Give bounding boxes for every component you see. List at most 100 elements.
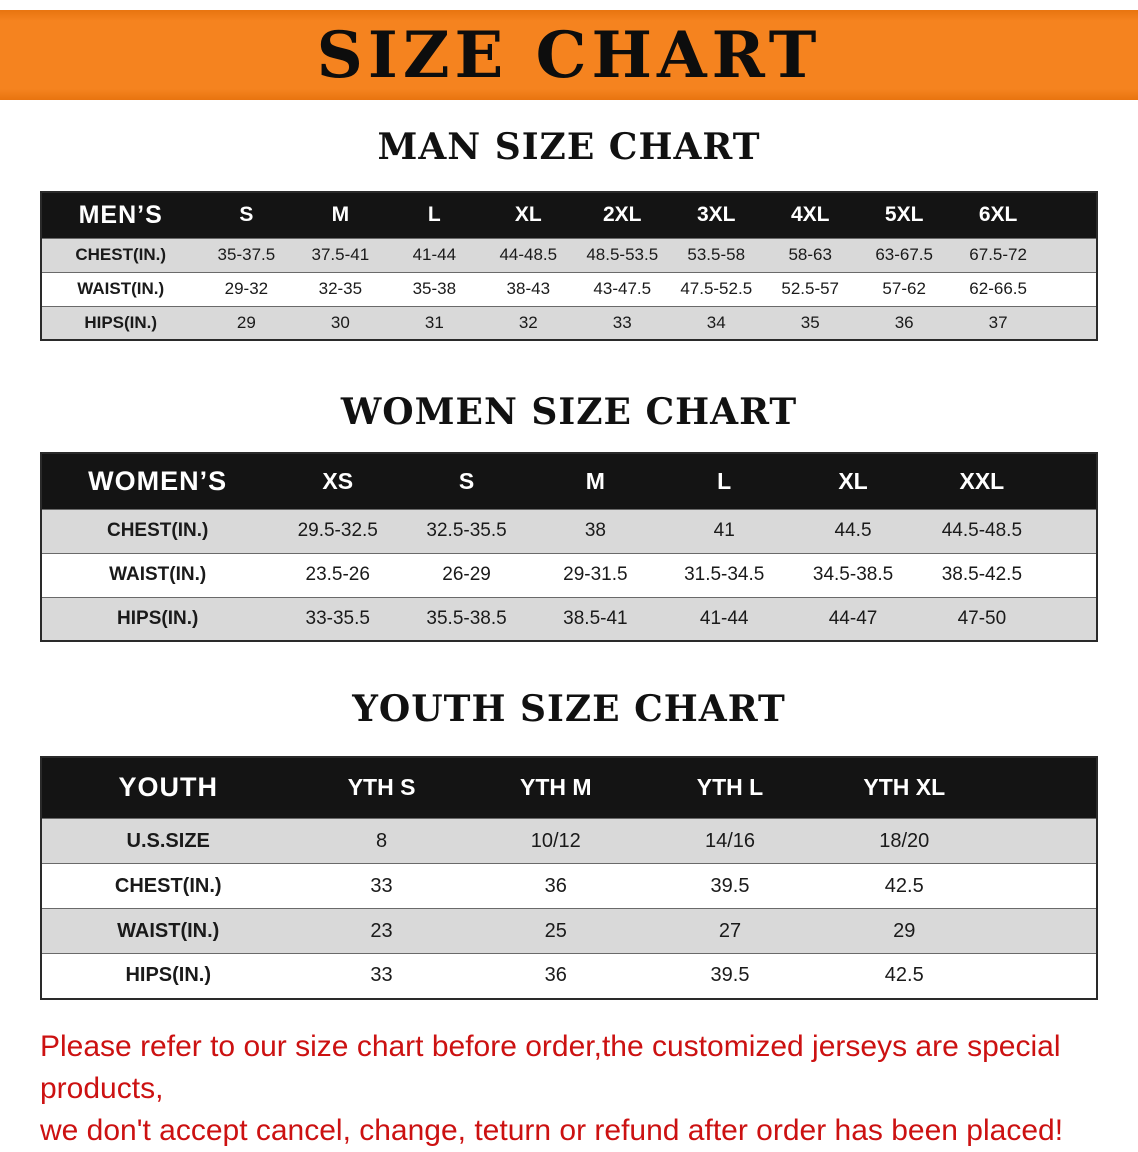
value-cell: 41-44	[699, 608, 749, 630]
value-cell: 39.5	[710, 964, 750, 987]
pad-cell	[1045, 238, 1097, 272]
size-header-cell: XS	[273, 453, 403, 510]
value-cell: 44-47	[828, 608, 878, 630]
measurement-row: CHEST(IN.) 33 36 39.5 42.5	[41, 863, 1097, 909]
youth-section: YOUTH SIZE CHART YOUTH YTH S YTH M YTH L YTH…	[0, 688, 1138, 1000]
value-cell: 38-43	[506, 279, 551, 299]
value-cell: 63-67.5	[875, 245, 933, 265]
row-label-cell: U.S.SIZE	[126, 829, 210, 852]
row-label-cell: WAIST(IN.)	[77, 279, 165, 299]
pad-cell	[991, 954, 1097, 999]
value-cell: 31.5-34.5	[684, 564, 765, 586]
value-cell: 37	[988, 312, 1008, 332]
value-cell: 25	[544, 919, 567, 942]
banner: SIZE CHART	[0, 10, 1138, 100]
value-cell: 32.5-35.5	[426, 520, 507, 542]
row-label-cell: HIPS(IN.)	[117, 608, 199, 630]
table-header-row: MEN’S S M L XL 2XL 3XL 4XL 5XL 6XL	[41, 192, 1097, 239]
value-cell: 23	[370, 919, 393, 942]
value-cell: 33-35.5	[305, 608, 370, 630]
pad-cell	[991, 909, 1097, 954]
value-cell: 44.5	[834, 520, 872, 542]
size-header-cell: M	[530, 453, 660, 510]
size-header-cell: YTH XL	[817, 756, 992, 819]
value-cell: 67.5-72	[969, 245, 1027, 265]
youth-table-wrap: YOUTH YTH S YTH M YTH L YTH XL U.S.SIZE 8 10/12…	[0, 755, 1138, 1000]
value-cell: 29-31.5	[563, 564, 628, 586]
value-cell: 39.5	[710, 874, 750, 897]
men-section: MAN SIZE CHART MEN’S S M L XL 2XL 3XL 4XL 5XL 6XL…	[0, 126, 1138, 342]
men-table-wrap: MEN’S S M L XL 2XL 3XL 4XL 5XL 6XL CHEST(IN.) 35-37…	[0, 191, 1138, 342]
measurement-row: WAIST(IN.) 29-32 32-35 35-38 38-43 43-47.5 47.…	[41, 272, 1097, 307]
value-cell: 18/20	[879, 829, 930, 852]
size-header-cell: YTH M	[468, 756, 643, 819]
youth-size-table: YOUTH YTH S YTH M YTH L YTH XL U.S.SIZE 8 10/12…	[40, 755, 1098, 1000]
size-header-cell: L	[387, 192, 482, 239]
value-cell: 48.5-53.5	[586, 245, 659, 265]
value-cell: 29.5-32.5	[297, 520, 378, 542]
measurement-row: WAIST(IN.) 23 25 27 29	[41, 908, 1097, 954]
size-header-cell: 5XL	[857, 192, 952, 239]
pad-cell	[1045, 306, 1097, 340]
value-cell: 35.5-38.5	[426, 608, 507, 630]
measurement-row: CHEST(IN.) 35-37.5 37.5-41 41-44 44-48.5 48.5…	[41, 238, 1097, 273]
size-header-cell: M	[293, 192, 388, 239]
value-cell: 57-62	[882, 279, 926, 299]
row-label-cell: HIPS(IN.)	[84, 312, 158, 332]
value-cell: 42.5	[884, 964, 924, 987]
size-header-cell: S	[402, 453, 531, 510]
men-size-table: MEN’S S M L XL 2XL 3XL 4XL 5XL 6XL CHEST(IN.) 35-37…	[40, 191, 1098, 342]
size-header-cell: YTH S	[294, 756, 469, 819]
value-cell: 23.5-26	[305, 564, 370, 586]
page-title: SIZE CHART	[316, 17, 822, 93]
value-cell: 58-63	[788, 245, 832, 265]
value-cell: 30	[330, 312, 350, 332]
disclaimer-line-1: Please refer to our size chart before or…	[40, 1029, 1061, 1105]
value-cell: 53.5-58	[687, 245, 746, 265]
pad-cell	[1045, 272, 1097, 306]
pad-cell	[991, 864, 1097, 909]
row-label-cell: CHEST(IN.)	[106, 520, 209, 542]
size-header-cell: S	[199, 192, 294, 239]
value-cell: 62-66.5	[969, 279, 1027, 299]
row-label-cell: CHEST(IN.)	[114, 874, 222, 897]
value-cell: 41	[713, 520, 735, 542]
table-title-cell: MEN’S	[41, 192, 200, 239]
value-cell: 34	[706, 312, 726, 332]
row-label-cell: CHEST(IN.)	[75, 245, 167, 265]
men-section-title: MAN SIZE CHART	[377, 126, 761, 168]
pad-cell	[991, 819, 1097, 864]
measurement-row: U.S.SIZE 8 10/12 14/16 18/20	[41, 818, 1097, 864]
value-cell: 35	[800, 312, 820, 332]
measurement-row: HIPS(IN.) 29 30 31 32 33 34 35 36 37	[41, 306, 1097, 341]
size-header-cell: L	[659, 453, 789, 510]
value-cell: 8	[375, 829, 388, 852]
pad-cell	[991, 756, 1097, 819]
table-header-row: WOMEN’S XS S M L XL XXL	[41, 453, 1097, 510]
value-cell: 10/12	[530, 829, 581, 852]
row-label-cell: WAIST(IN.)	[109, 564, 207, 586]
value-cell: 47.5-52.5	[680, 279, 753, 299]
measurement-row: HIPS(IN.) 33 36 39.5 42.5	[41, 953, 1097, 999]
value-cell: 32-35	[318, 279, 363, 299]
women-table-wrap: WOMEN’S XS S M L XL XXL CHEST(IN.) 29.5-32.5 32.5…	[0, 452, 1138, 643]
women-size-table: WOMEN’S XS S M L XL XXL CHEST(IN.) 29.5-32.5 32.5…	[40, 452, 1098, 643]
row-label-cell: HIPS(IN.)	[125, 964, 211, 987]
value-cell: 33	[612, 312, 632, 332]
women-section-title: WOMEN SIZE CHART	[340, 391, 798, 434]
value-cell: 43-47.5	[593, 279, 652, 299]
size-header-cell: 6XL	[951, 192, 1046, 239]
value-cell: 38.5-41	[563, 608, 628, 630]
value-cell: 37.5-41	[311, 245, 370, 265]
pad-cell	[1046, 553, 1097, 597]
value-cell: 36	[894, 312, 914, 332]
value-cell: 32	[518, 312, 538, 332]
value-cell: 38.5-42.5	[941, 564, 1023, 586]
size-header-cell: XL	[481, 192, 576, 239]
table-title-cell: WOMEN’S	[41, 453, 274, 510]
value-cell: 44-48.5	[499, 245, 558, 265]
value-cell: 35-37.5	[217, 245, 276, 265]
pad-cell	[1046, 509, 1097, 553]
value-cell: 26-29	[442, 564, 491, 586]
size-header-cell: XXL	[917, 453, 1047, 510]
